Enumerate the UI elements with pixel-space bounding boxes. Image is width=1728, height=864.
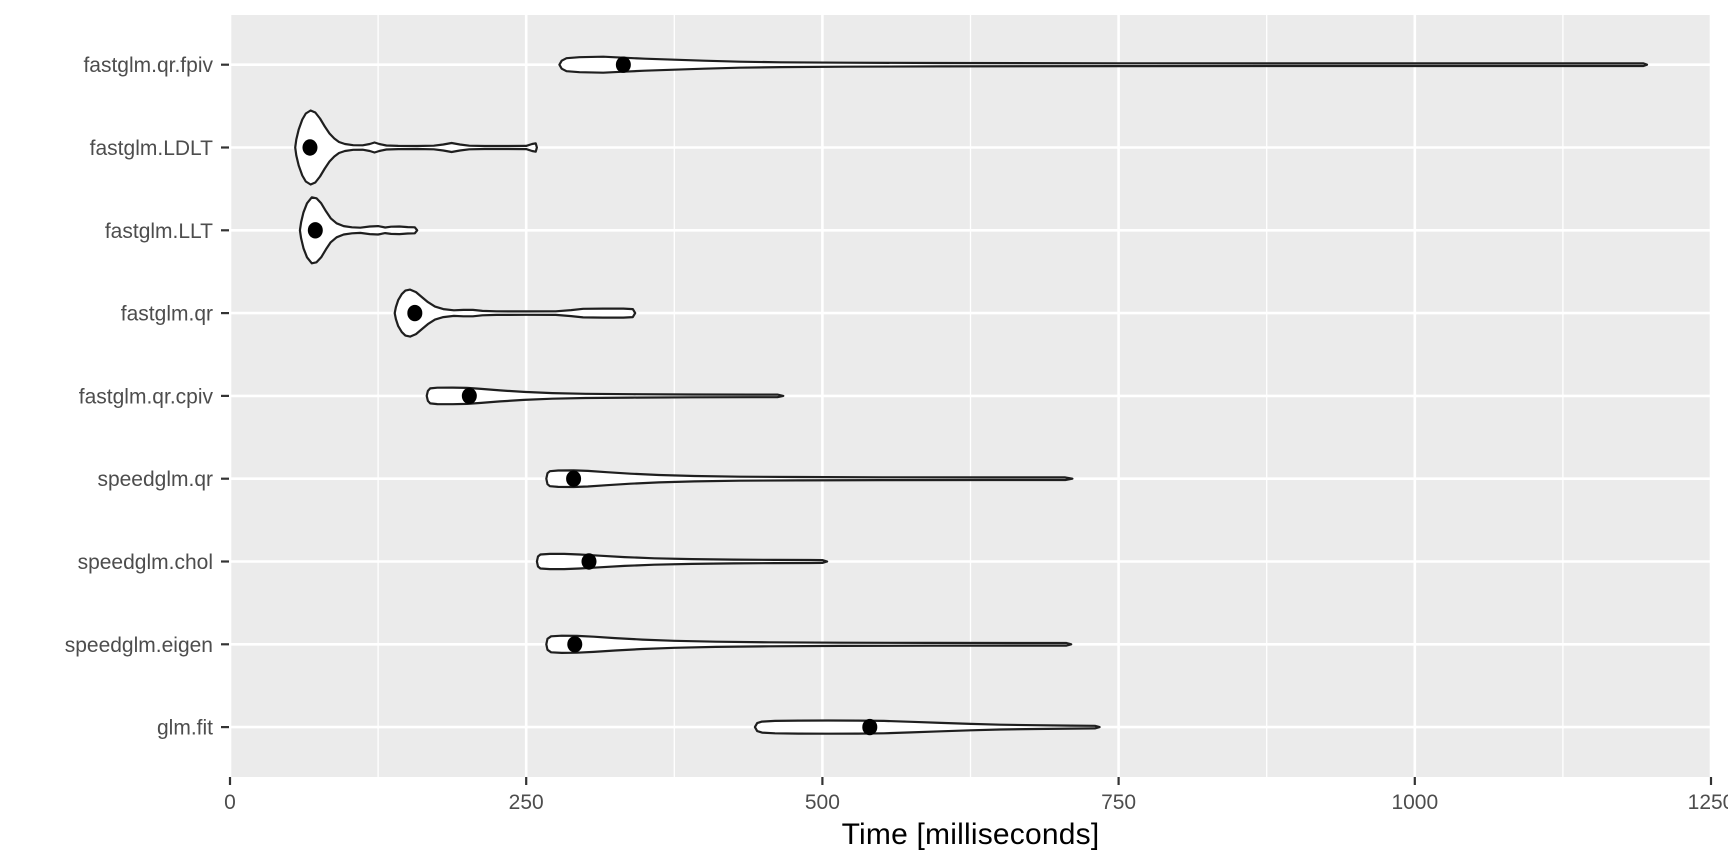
median-point-fastglm.LLT (307, 222, 323, 239)
y-tick-label-speedglm.qr: speedglm.qr (97, 468, 213, 491)
median-point-fastglm.qr (407, 304, 423, 322)
violin-fastglm.LLT (298, 196, 419, 265)
violin-glm.fit (753, 719, 1101, 735)
median-point-speedglm.chol (581, 553, 597, 570)
median-point-speedglm.qr (566, 470, 582, 487)
x-tick-label: 500 (805, 791, 840, 814)
violin-fastglm.qr.cpiv (425, 386, 785, 406)
median-point-fastglm.LDLT (302, 139, 318, 156)
violin-fastglm.qr.fpiv (558, 55, 1649, 74)
y-tick-label-speedglm.chol: speedglm.chol (78, 551, 213, 574)
y-tick-label-glm.fit: glm.fit (157, 717, 213, 740)
median-point-fastglm.qr.fpiv (615, 56, 631, 73)
violin-speedglm.chol (535, 552, 829, 571)
violin-speedglm.qr (545, 469, 1074, 489)
x-axis-title: Time [milliseconds] (841, 818, 1100, 851)
median-point-fastglm.qr.cpiv (461, 387, 477, 405)
y-tick-label-fastglm.qr: fastglm.qr (121, 303, 213, 326)
y-tick-label-fastglm.LDLT: fastglm.LDLT (90, 137, 213, 160)
x-tick-label: 0 (224, 791, 236, 814)
x-tick-label: 750 (1101, 791, 1136, 814)
x-tick-label: 250 (509, 791, 544, 814)
violin-fastglm.qr (393, 288, 637, 338)
x-tick-label: 1000 (1391, 791, 1438, 814)
median-point-glm.fit (862, 718, 878, 736)
violin-speedglm.eigen (545, 634, 1073, 654)
y-tick-label-fastglm.qr.cpiv: fastglm.qr.cpiv (79, 385, 214, 408)
violin-fastglm.LDLT (294, 109, 538, 186)
median-point-speedglm.eigen (567, 636, 583, 653)
y-tick-label-fastglm.qr.fpiv: fastglm.qr.fpiv (83, 54, 213, 77)
y-tick-label-fastglm.LLT: fastglm.LLT (105, 220, 213, 243)
x-tick-label: 1250 (1688, 791, 1728, 814)
y-tick-label-speedglm.eigen: speedglm.eigen (65, 634, 213, 657)
